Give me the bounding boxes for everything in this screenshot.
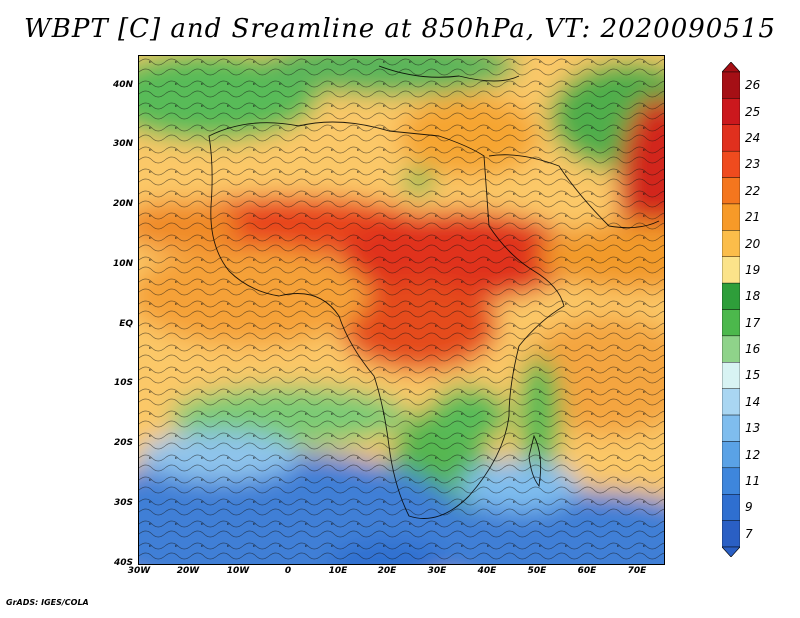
colorbar-swatch [722, 71, 740, 99]
colorbar-swatch [722, 335, 740, 363]
lon-tick-20w: 20W [176, 566, 200, 576]
colorbar-bottom-arrow [722, 546, 740, 557]
lon-tick-20e: 20E [377, 566, 397, 576]
lon-tick-50e: 50E [527, 566, 547, 576]
lon-tick-70e: 70E [627, 566, 647, 576]
colorbar-label: 21 [745, 210, 761, 225]
colorbar-swatch [722, 520, 740, 548]
colorbar-swatch [722, 230, 740, 257]
colorbar-swatch [722, 467, 740, 495]
lat-tick-40s: 40S [113, 558, 133, 568]
lat-tick-40n: 40N [112, 80, 133, 90]
colorbar-label: 17 [745, 315, 761, 330]
colorbar-label: 15 [745, 368, 761, 383]
chart-title: WBPT [C] and Sreamline at 850hPa, VT: 20… [24, 14, 776, 44]
colorbar-swatch [722, 309, 740, 337]
colorbar-label: 7 [745, 526, 753, 541]
lon-tick-30w: 30W [127, 566, 151, 576]
colorbar-swatch [722, 414, 740, 442]
colorbar-label: 23 [745, 157, 761, 172]
colorbar-swatch [722, 362, 740, 389]
colorbar-label: 24 [745, 130, 761, 145]
colorbar-swatch [722, 441, 740, 469]
colorbar-label: 26 [745, 78, 761, 93]
colorbar-swatch [722, 256, 740, 284]
lat-tick-30n: 30N [112, 139, 133, 149]
lon-tick-30e: 30E [427, 566, 447, 576]
colorbar-swatch [722, 150, 740, 178]
lat-tick-eq: EQ [119, 319, 133, 329]
grads-credit: GrADS: IGES/COLA [6, 598, 89, 607]
colorbar-label: 9 [745, 500, 753, 515]
colorbar-label: 22 [745, 183, 761, 198]
colorbar-label: 14 [745, 394, 761, 409]
lon-tick-10w: 10W [226, 566, 250, 576]
colorbar-label: 25 [745, 104, 761, 119]
colorbar-swatch [722, 98, 740, 125]
lat-tick-30s: 30S [113, 498, 133, 508]
colorbar-label: 11 [745, 474, 761, 489]
lon-tick-10e: 10E [328, 566, 348, 576]
colorbar-label: 18 [745, 289, 761, 304]
lat-tick-20s: 20S [113, 438, 133, 448]
lat-tick-20n: 20N [112, 199, 133, 209]
lon-tick-40e: 40E [477, 566, 497, 576]
colorbar-swatch [722, 388, 740, 416]
wbpt-field [139, 56, 664, 564]
colorbar-label: 20 [745, 236, 761, 251]
colorbar [722, 62, 740, 557]
colorbar-swatch [722, 494, 740, 521]
colorbar-label: 19 [745, 262, 761, 277]
colorbar-top-arrow [722, 62, 740, 73]
lon-tick-60e: 60E [577, 566, 597, 576]
colorbar-swatch [722, 124, 740, 152]
colorbar-label: 13 [745, 421, 761, 436]
lon-tick-0: 0 [284, 566, 292, 576]
coastlines [208, 65, 660, 519]
lat-tick-10n: 10N [112, 259, 133, 269]
colorbar-swatch [722, 282, 740, 310]
colorbar-label: 12 [745, 447, 761, 462]
streamlines [139, 56, 664, 564]
lat-tick-10s: 10S [113, 378, 133, 388]
colorbar-swatch [722, 203, 740, 231]
colorbar-label: 16 [745, 342, 761, 357]
colorbar-swatch [722, 177, 740, 205]
map-panel [138, 55, 665, 565]
